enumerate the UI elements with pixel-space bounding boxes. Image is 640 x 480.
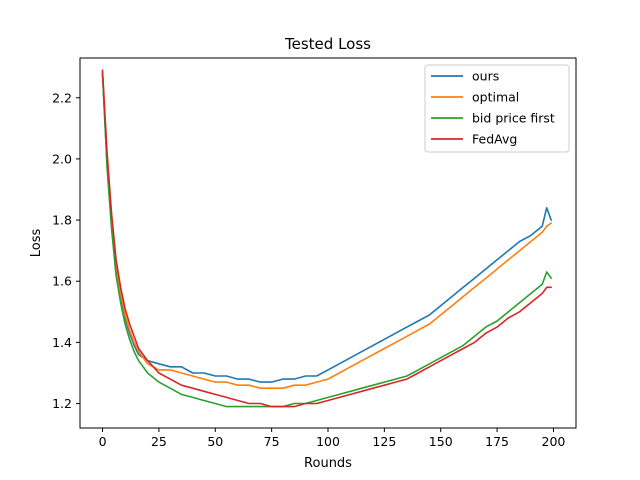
x-tick-label: 25	[151, 434, 167, 449]
legend-label: FedAvg	[472, 132, 517, 147]
y-axis: 1.2 1.4 1.6 1.8 2.0 2.2	[52, 90, 80, 411]
x-tick-label: 200	[542, 434, 566, 449]
legend-label: ours	[472, 69, 499, 84]
x-axis-label: Rounds	[304, 456, 352, 471]
x-tick-label: 125	[372, 434, 396, 449]
y-tick-label: 2.0	[52, 151, 72, 166]
y-tick-label: 2.2	[52, 90, 72, 105]
y-tick-label: 1.2	[52, 396, 72, 411]
x-tick-label: 75	[264, 434, 280, 449]
legend-label: bid price first	[472, 111, 555, 126]
chart-title: Tested Loss	[284, 35, 371, 53]
series-group	[101, 69, 553, 408]
series-line-ours	[101, 72, 553, 383]
legend-box	[424, 64, 570, 153]
legend: ours optimal bid price first FedAvg	[424, 64, 570, 153]
series-line-bid-price-first	[101, 72, 553, 408]
series-line-optimal	[101, 72, 553, 390]
y-tick-label: 1.4	[52, 335, 72, 350]
x-tick-label: 50	[207, 434, 223, 449]
y-axis-label: Loss	[29, 229, 44, 258]
y-tick-label: 1.8	[52, 213, 72, 228]
x-axis: 0 25 50 75 100 125 150 175 200	[99, 428, 566, 449]
legend-label: optimal	[472, 90, 519, 105]
y-tick-label: 1.6	[52, 274, 72, 289]
x-tick-label: 175	[485, 434, 509, 449]
x-tick-label: 100	[316, 434, 340, 449]
x-tick-label: 150	[429, 434, 453, 449]
series-line-fedavg	[101, 69, 553, 408]
plot-area	[79, 57, 577, 429]
x-tick-label: 0	[99, 434, 107, 449]
